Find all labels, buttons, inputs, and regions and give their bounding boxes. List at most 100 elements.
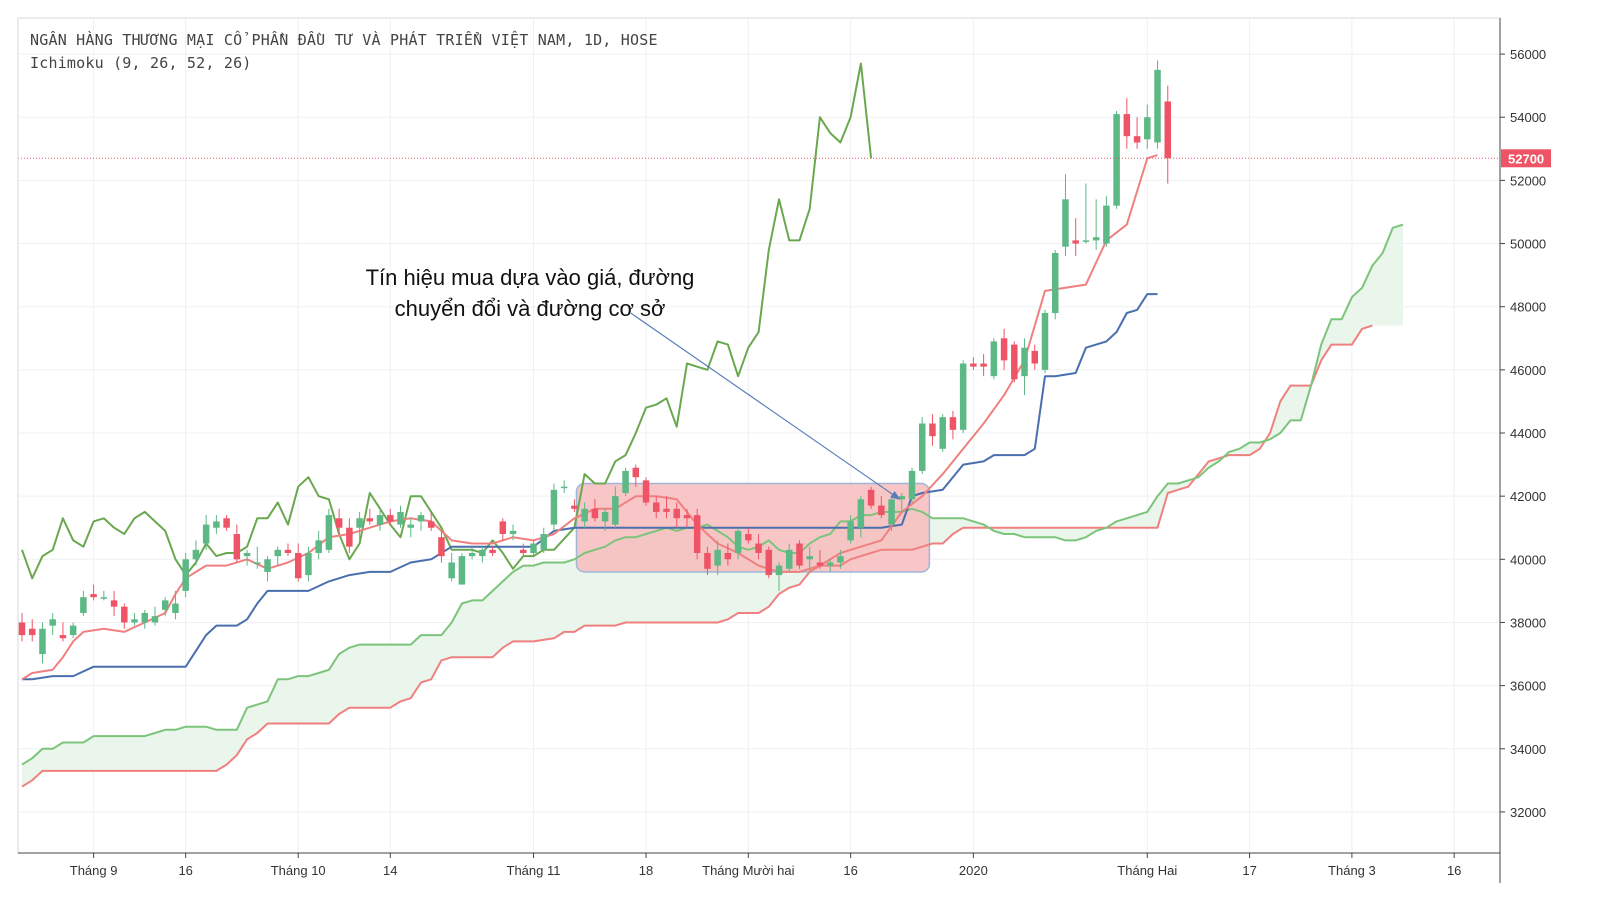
candle-body xyxy=(254,562,261,564)
candle-body xyxy=(847,521,854,541)
candle xyxy=(438,530,445,563)
candle xyxy=(366,508,374,525)
indicator-legend[interactable]: Ichimoku (9, 26, 52, 26) xyxy=(30,54,252,72)
candle-body xyxy=(202,524,210,544)
candle xyxy=(878,496,885,519)
candle-body xyxy=(346,527,353,547)
candle xyxy=(816,549,824,569)
candle-body xyxy=(407,524,414,528)
candle-body xyxy=(796,543,803,566)
y-tick-label: 38000 xyxy=(1510,615,1546,630)
candle-body xyxy=(765,549,773,576)
candle-body xyxy=(1164,101,1172,159)
candle xyxy=(223,515,230,531)
candle xyxy=(642,477,650,506)
candle xyxy=(407,518,414,538)
candle xyxy=(1051,249,1059,320)
candle-body xyxy=(448,562,455,579)
indicator-lines xyxy=(21,62,1404,788)
x-tick-label: Tháng 10 xyxy=(271,863,326,878)
candle-body xyxy=(172,603,179,613)
candle-body xyxy=(1000,338,1008,361)
candle-body xyxy=(714,549,721,566)
candle-body xyxy=(80,597,87,613)
candle-body xyxy=(990,341,998,377)
y-tick-label: 40000 xyxy=(1510,552,1546,567)
candlesticks xyxy=(18,60,1172,664)
x-tick-label: Tháng 3 xyxy=(1328,863,1376,878)
candle xyxy=(898,492,906,512)
candle xyxy=(847,515,854,544)
candle-body xyxy=(530,543,537,553)
candle-body xyxy=(601,511,609,522)
candle xyxy=(622,467,629,497)
candle xyxy=(888,496,895,531)
candle xyxy=(929,414,936,446)
candle xyxy=(448,552,455,582)
candle xyxy=(591,499,599,522)
candle-body xyxy=(315,540,322,553)
candle xyxy=(356,511,363,541)
x-tick-label: 17 xyxy=(1242,863,1256,878)
candle-body xyxy=(417,515,425,522)
candle xyxy=(724,543,732,566)
candle xyxy=(346,518,353,553)
candle-body xyxy=(571,505,578,509)
ichimoku-cloud xyxy=(22,224,1403,787)
candle xyxy=(417,511,425,531)
candle-body xyxy=(489,549,496,553)
candle-body xyxy=(427,521,435,528)
candle xyxy=(1154,60,1161,149)
candle xyxy=(990,338,998,380)
last-price-label: 52700 xyxy=(1508,151,1544,166)
candle xyxy=(837,549,844,569)
candle-body xyxy=(1154,69,1161,143)
x-axis[interactable]: Tháng 9 16 Tháng 10 14 Tháng 11 18 Tháng Mười … xyxy=(70,853,1462,878)
lagging-span-line xyxy=(21,62,873,580)
candle xyxy=(867,486,875,509)
candle xyxy=(80,590,87,617)
y-tick-label: 42000 xyxy=(1510,489,1546,504)
candle xyxy=(243,549,251,566)
candle-body xyxy=(704,552,711,569)
candle-body xyxy=(520,549,527,553)
x-tick-label: 16 xyxy=(843,863,857,878)
candle xyxy=(458,552,466,585)
candle xyxy=(612,486,619,528)
candle-body xyxy=(59,635,67,639)
leading-span-b-line xyxy=(21,324,1373,788)
candle-body xyxy=(878,505,885,516)
y-axis[interactable]: 32000 34000 36000 38000 40000 42000 44000 46000… xyxy=(1500,47,1546,820)
candle xyxy=(908,467,916,503)
candle xyxy=(1092,199,1100,250)
annotation-line-2: chuyển đổi và đường cơ sở xyxy=(394,296,666,321)
candle xyxy=(151,606,159,626)
candle xyxy=(213,515,220,535)
candle xyxy=(69,622,77,639)
candle xyxy=(305,546,312,582)
candle xyxy=(632,464,640,487)
candle-body xyxy=(90,594,97,598)
y-tick-label: 56000 xyxy=(1510,47,1546,62)
candle xyxy=(1103,196,1110,247)
candle xyxy=(49,612,56,636)
candle xyxy=(110,590,118,617)
candle-body xyxy=(970,363,977,367)
candle-body xyxy=(161,600,169,610)
leading-span-a-line xyxy=(21,223,1404,766)
candle xyxy=(1031,344,1039,370)
candle-body xyxy=(622,470,629,493)
candle-body xyxy=(141,612,149,623)
candle-body xyxy=(581,508,588,522)
candle xyxy=(775,562,783,591)
candle-body xyxy=(755,543,762,553)
candle xyxy=(499,518,507,541)
candle xyxy=(294,543,302,582)
candle-body xyxy=(693,515,701,553)
x-tick-label: 16 xyxy=(1447,863,1461,878)
y-tick-label: 52000 xyxy=(1510,173,1546,188)
candle xyxy=(683,508,691,528)
y-tick-label: 32000 xyxy=(1510,805,1546,820)
